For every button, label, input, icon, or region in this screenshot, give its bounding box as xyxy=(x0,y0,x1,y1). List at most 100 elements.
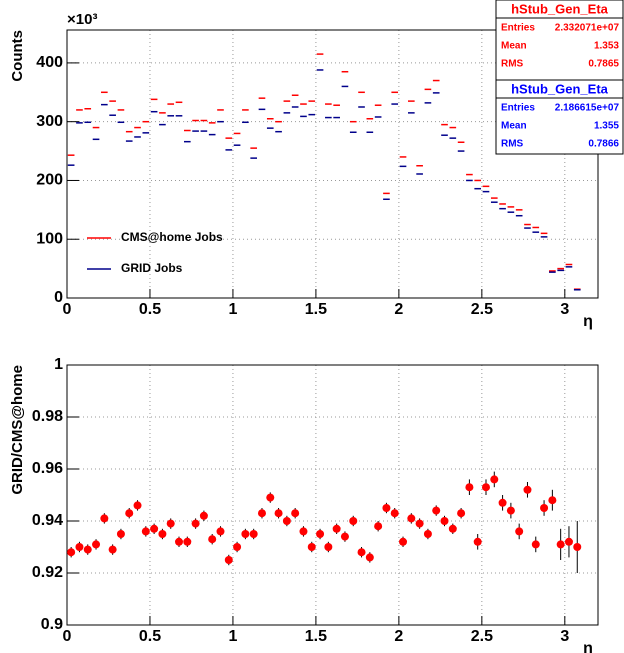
x-tick-label: 3 xyxy=(560,301,569,318)
data-point xyxy=(133,501,142,510)
data-point xyxy=(573,543,582,551)
stat-label: RMS xyxy=(501,59,524,70)
stat-label: Entries xyxy=(501,23,535,34)
x-tick-label: 0.5 xyxy=(139,628,161,645)
y-tick-label: 400 xyxy=(36,54,63,71)
data-point xyxy=(216,527,225,536)
data-point xyxy=(448,524,457,533)
plot-frame xyxy=(66,364,599,626)
y-tick-label: 0.9 xyxy=(41,616,63,633)
stat-box-title: hStub_Gen_Eta xyxy=(511,81,609,96)
stat-box xyxy=(495,0,624,81)
data-point xyxy=(307,543,316,551)
data-point xyxy=(564,537,573,546)
data-point xyxy=(67,548,76,557)
data-point xyxy=(199,511,208,520)
data-point xyxy=(257,509,266,518)
data-point xyxy=(282,517,291,525)
plot-frame xyxy=(66,29,599,299)
data-point xyxy=(523,485,532,494)
data-point xyxy=(191,519,200,528)
stat-label: Mean xyxy=(501,41,527,52)
data-point xyxy=(465,483,474,492)
stat-label: Entries xyxy=(501,103,535,114)
data-point xyxy=(233,543,242,551)
x-axis-label: η xyxy=(583,313,593,330)
data-point xyxy=(125,509,134,518)
y-tick-label: 100 xyxy=(36,230,63,247)
data-point xyxy=(241,530,250,538)
data-point xyxy=(415,519,424,528)
y-tick-label: 0.94 xyxy=(32,512,63,529)
stat-value: 1.353 xyxy=(594,41,619,52)
data-point xyxy=(457,509,466,518)
y-tick-label: 300 xyxy=(36,113,63,130)
stat-label: Mean xyxy=(501,121,527,132)
stat-box-title: hStub_Gen_Eta xyxy=(511,1,609,16)
data-point xyxy=(158,530,167,538)
x-tick-label: 2.5 xyxy=(471,628,493,645)
x-tick-label: 1.5 xyxy=(305,628,327,645)
data-point xyxy=(208,535,217,544)
data-point xyxy=(481,483,490,492)
data-point xyxy=(423,530,432,538)
data-point xyxy=(175,537,184,546)
stat-value: 0.7866 xyxy=(588,139,619,150)
data-point xyxy=(116,530,125,538)
stat-label: RMS xyxy=(501,139,524,150)
data-point xyxy=(92,540,101,549)
y-tick-label: 0 xyxy=(54,289,63,306)
data-point xyxy=(166,519,175,528)
data-point xyxy=(399,537,408,546)
x-tick-label: 0 xyxy=(63,628,72,645)
stat-value: 1.355 xyxy=(594,121,619,132)
y-tick-label: 0.92 xyxy=(32,564,63,581)
legend-label: CMS@home Jobs xyxy=(121,230,223,244)
data-point xyxy=(349,517,358,525)
stat-box xyxy=(495,79,624,155)
x-tick-label: 0.5 xyxy=(139,301,161,318)
y-tick-label: 1 xyxy=(54,356,63,373)
data-point xyxy=(224,556,233,564)
x-tick-label: 2 xyxy=(394,301,403,318)
x-axis-label: η xyxy=(583,640,593,653)
y-tick-label: 0.96 xyxy=(32,460,63,477)
data-point xyxy=(183,537,192,546)
data-point xyxy=(365,553,374,562)
data-point xyxy=(299,527,308,536)
data-point xyxy=(357,548,366,557)
data-point xyxy=(108,545,117,554)
legend-label: GRID Jobs xyxy=(121,261,183,275)
data-point xyxy=(548,496,557,505)
data-point xyxy=(141,527,150,536)
data-point xyxy=(249,530,258,538)
data-point xyxy=(531,540,540,549)
data-point xyxy=(83,545,92,554)
x-tick-label: 2 xyxy=(394,628,403,645)
stat-value: 2.332071e+07 xyxy=(555,23,620,34)
data-point xyxy=(490,475,499,484)
data-point xyxy=(324,543,333,551)
data-point xyxy=(440,517,449,525)
y-axis-label: GRID/CMS@home xyxy=(9,365,26,495)
data-point xyxy=(473,537,482,546)
y-axis-label: Counts xyxy=(9,30,26,82)
data-point xyxy=(266,493,275,502)
data-point xyxy=(340,532,349,541)
x-tick-label: 2.5 xyxy=(471,301,493,318)
data-point xyxy=(498,498,507,507)
data-point xyxy=(540,504,549,512)
data-point xyxy=(390,509,399,518)
data-point xyxy=(332,524,341,533)
data-point xyxy=(382,504,391,512)
data-point xyxy=(150,524,159,533)
stat-value: 2.186615e+07 xyxy=(555,103,620,114)
x-tick-label: 1 xyxy=(228,628,237,645)
y-tick-label: 0.98 xyxy=(32,408,63,425)
data-point xyxy=(374,522,383,531)
data-point xyxy=(515,527,524,536)
data-point xyxy=(75,543,84,551)
x-tick-label: 3 xyxy=(560,628,569,645)
data-point xyxy=(316,530,325,538)
data-point xyxy=(274,509,283,518)
